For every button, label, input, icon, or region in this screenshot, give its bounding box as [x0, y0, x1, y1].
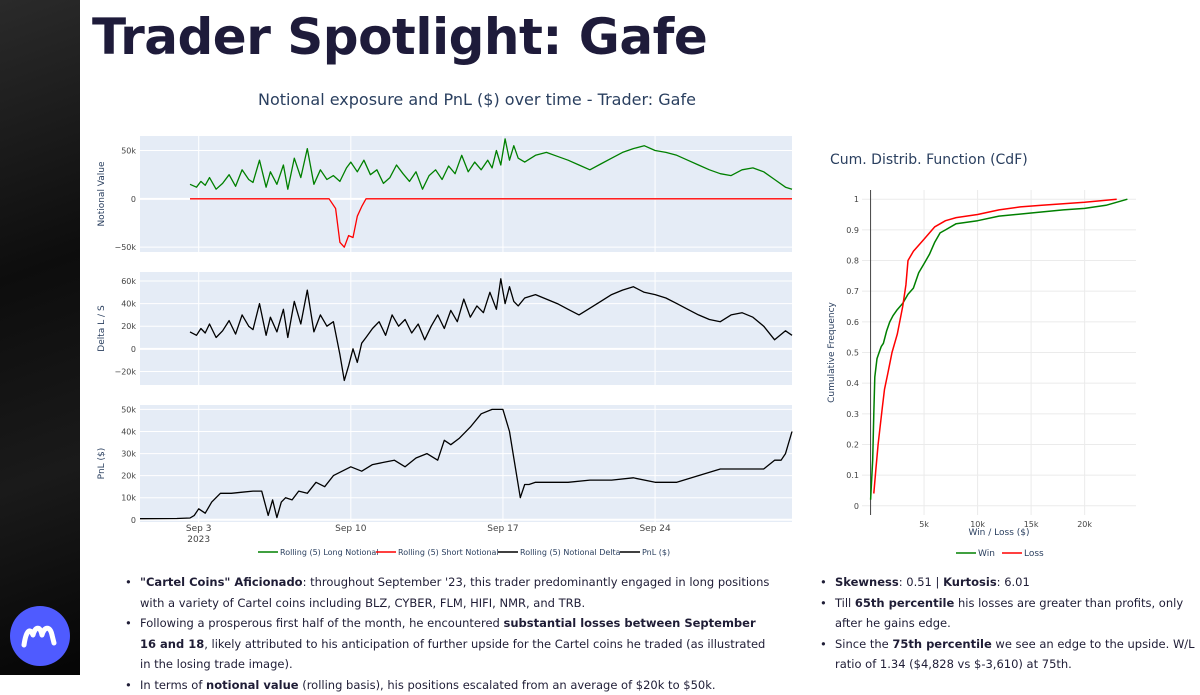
cdf-legend-label-loss: Loss — [1024, 549, 1044, 559]
panel-1-y-tick-label: −50k — [114, 243, 136, 252]
panel-2-y-tick-label: 60k — [121, 277, 136, 286]
brand-logo[interactable] — [10, 606, 70, 666]
cdf-x-axis-title: Win / Loss ($) — [968, 528, 1029, 538]
cdf-y-tick-label: 0.6 — [846, 318, 859, 327]
cdf-y-axis-title: Cumulative Frequency — [827, 301, 837, 402]
legend-label-rolling-5-notional-delta: Rolling (5) Notional Delta — [520, 548, 621, 557]
legend-label-rolling-5-short-notional: Rolling (5) Short Notional — [398, 548, 499, 557]
legend-label-rolling-5-long-notional: Rolling (5) Long Notional — [280, 548, 379, 557]
cdf-y-tick-label: 0.3 — [846, 410, 859, 419]
note-cartel-coins: "Cartel Coins" Aficionado: throughout Se… — [120, 572, 770, 613]
cdf-y-tick-label: 0.2 — [846, 440, 859, 449]
panel-3-y-tick-label: 50k — [121, 405, 136, 414]
panel-3-y-axis-title: PnL ($) — [97, 448, 107, 480]
panel-3-background — [140, 405, 792, 522]
notional-pnl-chart: 50k 0 −50k Notional Value 60k 40k 20k 0 −20k Delt… — [0, 0, 800, 570]
cdf-y-tick-label: 0.8 — [846, 257, 859, 266]
panel-1-background — [140, 136, 792, 252]
right-notes: Skewness: 0.51 | Kurtosis: 6.01 Till 65t… — [815, 572, 1195, 675]
panel-3-y-tick-label: 0 — [131, 516, 136, 525]
panel-3-y-tick-label: 30k — [121, 450, 136, 459]
cdf-y-tick-label: 0.5 — [846, 349, 859, 358]
panel-2-y-tick-label: −20k — [114, 367, 136, 376]
cdf-legend-label-win: Win — [978, 549, 995, 559]
panel-1-y-tick-label: 50k — [121, 147, 136, 156]
x-tick-sublabel: 2023 — [187, 535, 210, 545]
panel-3-y-tick-label: 10k — [121, 494, 136, 503]
panel-1-y-tick-label: 0 — [131, 195, 136, 204]
cdf-y-tick-label: 0.7 — [846, 287, 859, 296]
cdf-x-tick-label: 20k — [1077, 520, 1092, 529]
x-tick-label: Sep 17 — [487, 524, 518, 534]
panel-2-y-tick-label: 20k — [121, 322, 136, 331]
cdf-x-tick-label: 5k — [919, 520, 929, 529]
cdf-y-tick-label: 1 — [854, 195, 859, 204]
note-75th-percentile: Since the 75th percentile we see an edge… — [815, 634, 1195, 675]
panel-2-y-tick-label: 40k — [121, 300, 136, 309]
panel-1-y-axis-title: Notional Value — [97, 161, 107, 227]
cdf-y-tick-label: 0.4 — [846, 379, 859, 388]
x-tick-label: Sep 3 — [186, 524, 212, 534]
panel-2-y-axis-title: Delta L / S — [97, 305, 107, 352]
note-losses: Following a prosperous first half of the… — [120, 613, 770, 675]
panel-3-y-tick-label: 40k — [121, 427, 136, 436]
panel-2-y-tick-label: 0 — [131, 345, 136, 354]
left-notes: "Cartel Coins" Aficionado: throughout Se… — [120, 572, 770, 695]
note-notional: In terms of notional value (rolling basi… — [120, 675, 770, 695]
logo-mark-icon — [20, 621, 60, 651]
cdf-y-tick-label: 0.9 — [846, 226, 859, 235]
cdf-y-tick-label: 0.1 — [846, 471, 859, 480]
x-tick-label: Sep 24 — [639, 524, 671, 534]
x-tick-label: Sep 10 — [335, 524, 367, 534]
panel-3-y-tick-label: 20k — [121, 472, 136, 481]
note-skew-kurtosis: Skewness: 0.51 | Kurtosis: 6.01 — [815, 572, 1195, 593]
cdf-y-tick-label: 0 — [854, 502, 859, 511]
legend-label-pnl: PnL ($) — [642, 548, 670, 557]
note-65th-percentile: Till 65th percentile his losses are grea… — [815, 593, 1195, 634]
